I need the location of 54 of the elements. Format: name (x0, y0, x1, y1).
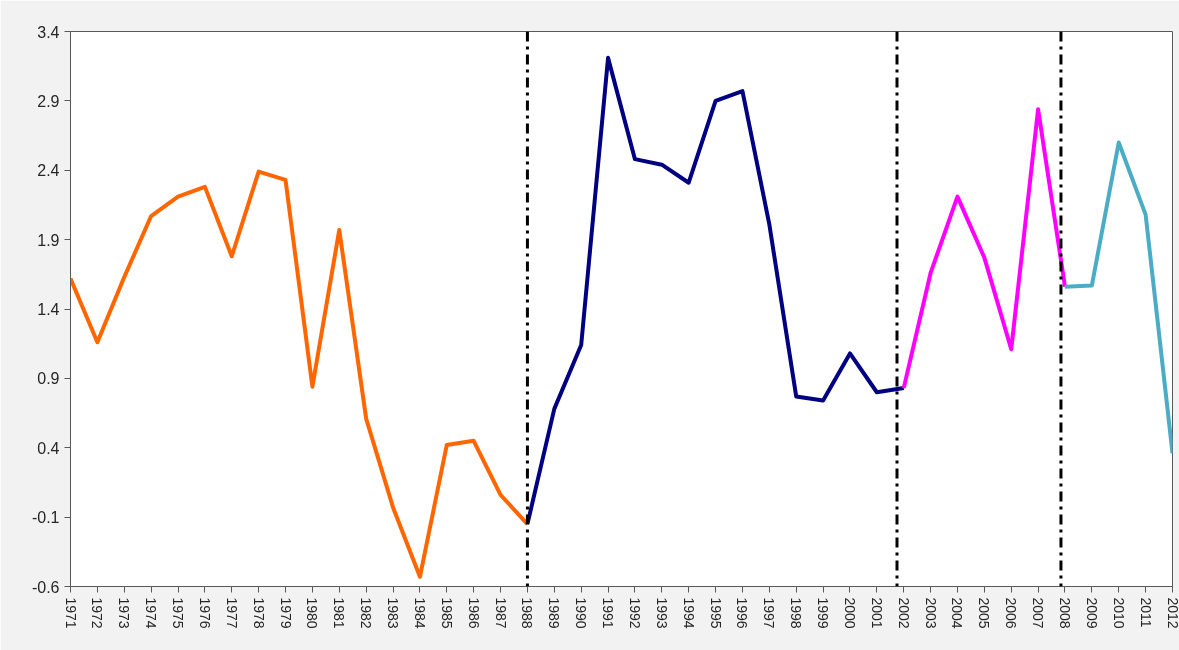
x-tick-label: 1974 (143, 597, 160, 629)
x-tick-label: 1987 (492, 597, 509, 629)
x-tick-label: 1982 (358, 597, 375, 629)
x-tick-label: 1979 (277, 597, 294, 629)
x-tick-label: 1990 (573, 597, 590, 629)
x-tick-label: 1997 (761, 597, 778, 629)
x-tick-label: 1976 (196, 597, 213, 629)
x-tick-label: 2005 (976, 597, 993, 629)
x-tick-label: 1973 (116, 597, 133, 629)
x-tick-label: 1988 (519, 597, 536, 629)
y-tick-label: 3.4 (37, 23, 60, 41)
x-tick-label: 1985 (438, 597, 455, 629)
x-tick-label: 2000 (841, 597, 858, 629)
line-series (901, 107, 1067, 391)
y-tick-label: 0.9 (37, 370, 60, 388)
x-tick-label: 1991 (600, 597, 617, 629)
x-tick-label: 2007 (1030, 597, 1047, 629)
x-tick-label: 1981 (331, 597, 348, 629)
x-tick-label: 1989 (546, 597, 563, 629)
x-tick-label: 1994 (680, 597, 697, 629)
x-tick-label: 1978 (250, 597, 267, 629)
x-tick-label: 1980 (304, 597, 321, 629)
y-tick-label: -0.6 (31, 578, 60, 596)
x-tick-label: 1993 (653, 597, 670, 629)
x-tick-label: 1998 (788, 597, 805, 629)
x-tick-label: 2004 (949, 597, 966, 629)
y-tick-label: 1.9 (37, 231, 60, 249)
x-tick-label: 1996 (734, 597, 751, 629)
x-tick-label: 2002 (895, 597, 912, 629)
line-series (525, 55, 906, 527)
x-tick-label: 1972 (89, 597, 106, 629)
x-tick-label: 2001 (868, 597, 885, 629)
x-tick-label: 2012 (1164, 597, 1179, 629)
y-tick-label: 0.4 (37, 439, 60, 457)
x-tick-label: 2006 (1003, 597, 1020, 629)
x-tick-label: 1975 (170, 597, 187, 629)
x-tick-label: 2003 (922, 597, 939, 629)
x-tick-label: 1992 (626, 597, 643, 629)
x-tick-label: 1999 (815, 597, 832, 629)
x-tick-label: 2010 (1110, 597, 1127, 629)
y-tick-label: -0.1 (31, 509, 60, 527)
y-tick-label: 2.9 (37, 92, 60, 110)
x-tick-label: 1977 (223, 597, 240, 629)
y-tick-label: 2.4 (37, 162, 60, 180)
x-tick-label: 2009 (1083, 597, 1100, 629)
y-tick-label: 1.4 (37, 301, 60, 318)
x-tick-label: 1986 (465, 597, 482, 629)
x-tick-label: 2008 (1056, 597, 1073, 629)
x-tick-label: 1983 (385, 597, 402, 629)
x-tick-label: 1971 (62, 597, 79, 629)
line-series (1062, 140, 1173, 456)
x-tick-label: 1984 (411, 597, 428, 629)
x-tick-label: 1995 (707, 597, 724, 629)
x-tick-label: 2011 (1137, 597, 1154, 628)
